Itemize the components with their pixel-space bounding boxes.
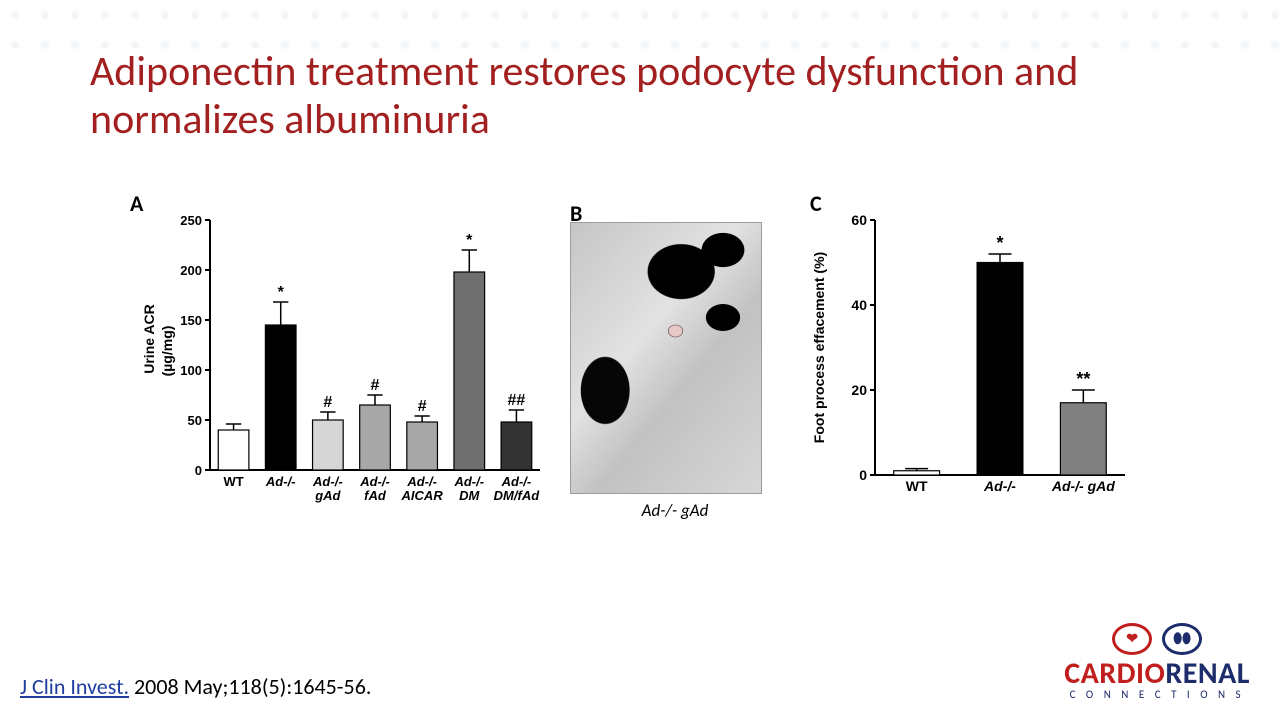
svg-text:gAd: gAd [314,488,341,503]
logo-word1: CARDIO [1064,655,1165,692]
citation-link[interactable]: J Clin Invest. [20,673,129,700]
panel-a: A 050100150200250WT*Ad-/-#Ad-/-gAd#Ad-/-… [130,190,550,535]
figure-area: A 050100150200250WT*Ad-/-#Ad-/-gAd#Ad-/-… [130,190,1150,550]
svg-text:##: ## [508,392,526,409]
svg-text:fAd: fAd [364,488,387,503]
svg-text:0: 0 [195,463,202,478]
panel-c-label: C [810,190,822,217]
logo-sub: C O N N E C T I O N S [1064,689,1250,700]
svg-text:DM/fAd: DM/fAd [494,488,541,503]
svg-text:*: * [466,232,473,249]
logo: ❤ ⬮⬮ CARDIORENAL C O N N E C T I O N S [1064,623,1250,700]
svg-text:40: 40 [851,297,867,313]
citation-text: 2008 May;118(5):1645-56. [129,673,371,700]
svg-text:#: # [418,398,427,415]
svg-text:AICAR: AICAR [401,488,444,503]
logo-word2: RENAL [1165,655,1250,692]
svg-text:150: 150 [180,313,202,328]
svg-text:Ad-/-: Ad-/- [359,474,390,489]
citation: J Clin Invest. 2008 May;118(5):1645-56. [20,673,371,700]
svg-text:250: 250 [180,213,202,228]
svg-text:200: 200 [180,263,202,278]
svg-text:Foot process effacement (%): Foot process effacement (%) [811,252,827,443]
svg-text:60: 60 [851,212,867,228]
slide-title: Adiponectin treatment restores podocyte … [90,48,1190,145]
panel-a-label: A [130,190,143,217]
panel-a-chart: 050100150200250WT*Ad-/-#Ad-/-gAd#Ad-/-fA… [130,190,550,530]
svg-text:*: * [278,284,285,301]
panel-b-caption: Ad-/- gAd [570,500,780,521]
panel-b-micrograph [570,222,762,494]
svg-text:WT: WT [906,478,928,494]
panel-c-chart: 0 20 40 60 WT * Ad-/- ** Ad-/- gAd Foot process e… [800,190,1140,530]
svg-text:DM: DM [459,488,480,503]
svg-text:WT: WT [223,474,243,489]
svg-text:#: # [323,394,332,411]
svg-text:Ad-/-: Ad-/- [312,474,343,489]
svg-text:Urine ACR: Urine ACR [141,304,157,374]
svg-text:100: 100 [180,363,202,378]
svg-text:Ad-/-: Ad-/- [265,474,296,489]
svg-text:#: # [371,377,380,394]
svg-text:(µg/mg): (µg/mg) [159,326,175,377]
panel-b: B Ad-/- gAd [570,200,780,521]
svg-text:Ad-/-: Ad-/- [453,474,484,489]
svg-text:**: ** [1076,369,1090,389]
svg-text:20: 20 [851,382,867,398]
svg-text:Ad-/- gAd: Ad-/- gAd [1051,478,1115,494]
svg-text:50: 50 [188,413,202,428]
panel-c: C 0 20 40 60 WT * Ad-/- ** Ad-/- gAd Foot process… [800,190,1140,535]
svg-text:Ad-/-: Ad-/- [501,474,532,489]
kidney-icon: ⬮⬮ [1162,623,1202,655]
svg-text:*: * [996,233,1003,253]
svg-text:Ad-/-: Ad-/- [406,474,437,489]
svg-text:Ad-/-: Ad-/- [983,478,1016,494]
heart-icon: ❤ [1112,623,1152,655]
svg-text:0: 0 [859,467,867,483]
